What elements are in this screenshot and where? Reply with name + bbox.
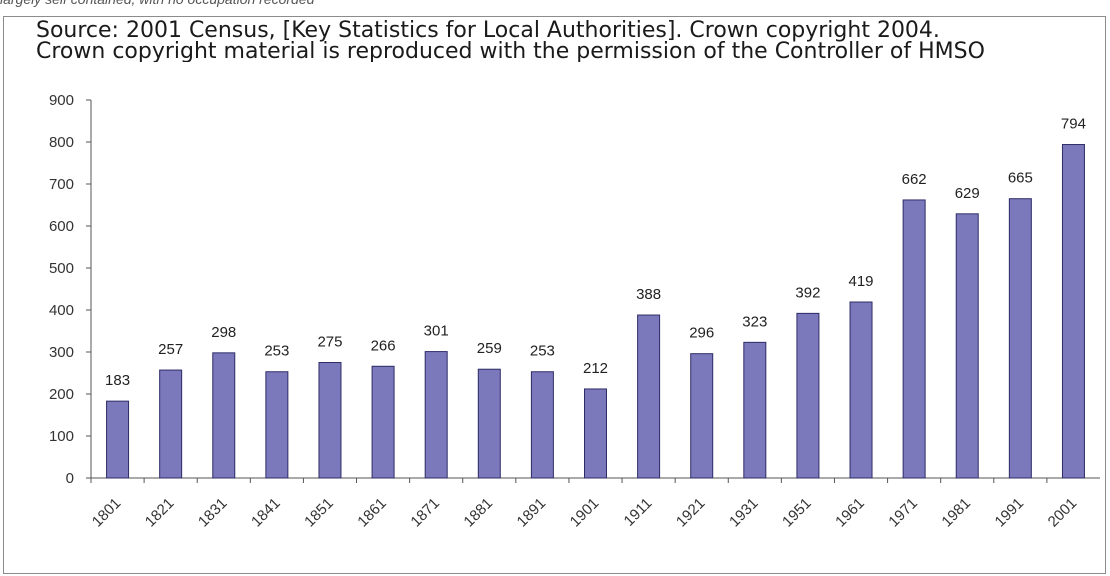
y-tick-label: 600 [49, 218, 74, 235]
y-tick-label: 800 [49, 134, 74, 151]
x-tick-label: 1801 [89, 495, 125, 531]
bar [1061, 144, 1085, 479]
source-line-2: Crown copyright material is reproduced w… [36, 39, 985, 63]
x-tick-label: 1831 [195, 495, 231, 531]
data-label: 662 [902, 171, 927, 188]
x-tick-label: 1891 [514, 495, 550, 531]
data-label: 419 [849, 273, 874, 290]
x-tick-label: 1991 [992, 495, 1028, 531]
bar [477, 368, 501, 479]
data-label: 253 [264, 343, 289, 360]
y-tick-label: 200 [49, 386, 74, 403]
bar [849, 301, 873, 479]
data-label: 629 [955, 185, 980, 202]
x-tick-label: 1981 [938, 495, 974, 531]
bar [424, 351, 448, 479]
data-label: 275 [317, 334, 342, 351]
x-tick-label: 1821 [142, 495, 178, 531]
data-label: 298 [211, 324, 236, 341]
bar [530, 371, 554, 479]
x-tick-label: 1881 [460, 495, 496, 531]
x-tick-label: 1921 [673, 495, 709, 531]
bar [584, 388, 607, 479]
data-label: 266 [371, 337, 396, 354]
bar [637, 314, 661, 479]
x-tick-label: 1851 [301, 495, 337, 531]
x-tick-label: 1901 [567, 495, 603, 531]
data-label: 183 [105, 372, 130, 389]
data-label: 212 [583, 360, 608, 377]
x-tick-label: 1951 [779, 495, 815, 531]
y-tick-label: 700 [49, 176, 74, 193]
y-tick-label: 100 [49, 428, 74, 445]
data-label: 388 [636, 286, 661, 303]
y-tick-label: 400 [49, 302, 74, 319]
data-label: 794 [1061, 116, 1086, 133]
y-tick-label: 300 [49, 344, 74, 361]
source-line-1: Source: 2001 Census, [Key Statistics for… [36, 20, 940, 43]
bar [371, 365, 395, 479]
x-tick-label: 1931 [726, 495, 762, 531]
bar [1008, 198, 1032, 479]
bar [106, 400, 130, 479]
y-tick-label: 500 [49, 260, 74, 277]
x-tick-label: 1841 [248, 495, 284, 531]
y-tick-label: 0 [66, 470, 74, 487]
data-label: 392 [795, 284, 820, 301]
bar [743, 341, 767, 479]
page-caption: largely self contained, with no occupati… [0, 0, 1110, 11]
x-tick-label: 1971 [885, 495, 921, 531]
bar [902, 199, 926, 479]
bar [318, 362, 342, 479]
bar [690, 353, 714, 479]
bar [159, 369, 183, 479]
chart-source-note: Source: 2001 Census, [Key Statistics for… [36, 20, 1110, 62]
data-label: 296 [689, 325, 714, 342]
data-label: 257 [158, 341, 183, 358]
bar [212, 352, 236, 479]
data-label: 253 [530, 343, 555, 360]
data-label: 301 [424, 323, 449, 340]
x-tick-label: 1871 [407, 495, 443, 531]
data-label: 323 [742, 313, 767, 330]
x-tick-label: 1911 [621, 495, 656, 530]
data-label: 665 [1008, 170, 1033, 187]
bar [955, 213, 979, 479]
bar [796, 312, 820, 479]
bar [265, 371, 289, 479]
y-tick-label: 900 [49, 92, 74, 109]
x-tick-label: 1961 [832, 495, 868, 531]
data-label: 259 [477, 340, 502, 357]
x-tick-label: 1861 [354, 495, 390, 531]
x-tick-label: 2001 [1045, 495, 1081, 531]
